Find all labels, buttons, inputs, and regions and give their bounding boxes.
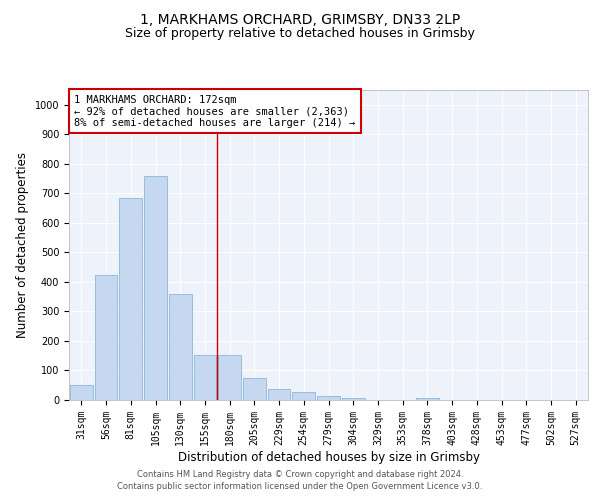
Bar [70, 385, 93, 400]
Text: Contains public sector information licensed under the Open Government Licence v3: Contains public sector information licen… [118, 482, 482, 491]
Bar [95, 274, 118, 400]
Text: Contains HM Land Registry data © Crown copyright and database right 2024.: Contains HM Land Registry data © Crown c… [137, 470, 463, 479]
Bar [218, 355, 241, 400]
Y-axis label: Number of detached properties: Number of detached properties [16, 152, 29, 338]
Text: 1, MARKHAMS ORCHARD, GRIMSBY, DN33 2LP: 1, MARKHAMS ORCHARD, GRIMSBY, DN33 2LP [140, 12, 460, 26]
Text: Size of property relative to detached houses in Grimsby: Size of property relative to detached ho… [125, 28, 475, 40]
Bar [342, 398, 365, 400]
Bar [292, 392, 315, 400]
Bar [144, 176, 167, 400]
Bar [194, 355, 216, 400]
Bar [268, 389, 290, 400]
Bar [317, 396, 340, 400]
Bar [119, 198, 142, 400]
Bar [416, 398, 439, 400]
Text: 1 MARKHAMS ORCHARD: 172sqm
← 92% of detached houses are smaller (2,363)
8% of se: 1 MARKHAMS ORCHARD: 172sqm ← 92% of deta… [74, 94, 355, 128]
X-axis label: Distribution of detached houses by size in Grimsby: Distribution of detached houses by size … [178, 450, 479, 464]
Bar [169, 294, 191, 400]
Bar [243, 378, 266, 400]
